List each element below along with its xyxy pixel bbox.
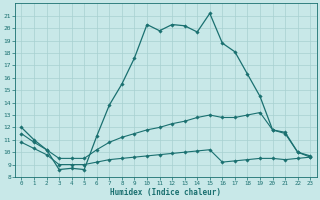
X-axis label: Humidex (Indice chaleur): Humidex (Indice chaleur) xyxy=(110,188,221,197)
